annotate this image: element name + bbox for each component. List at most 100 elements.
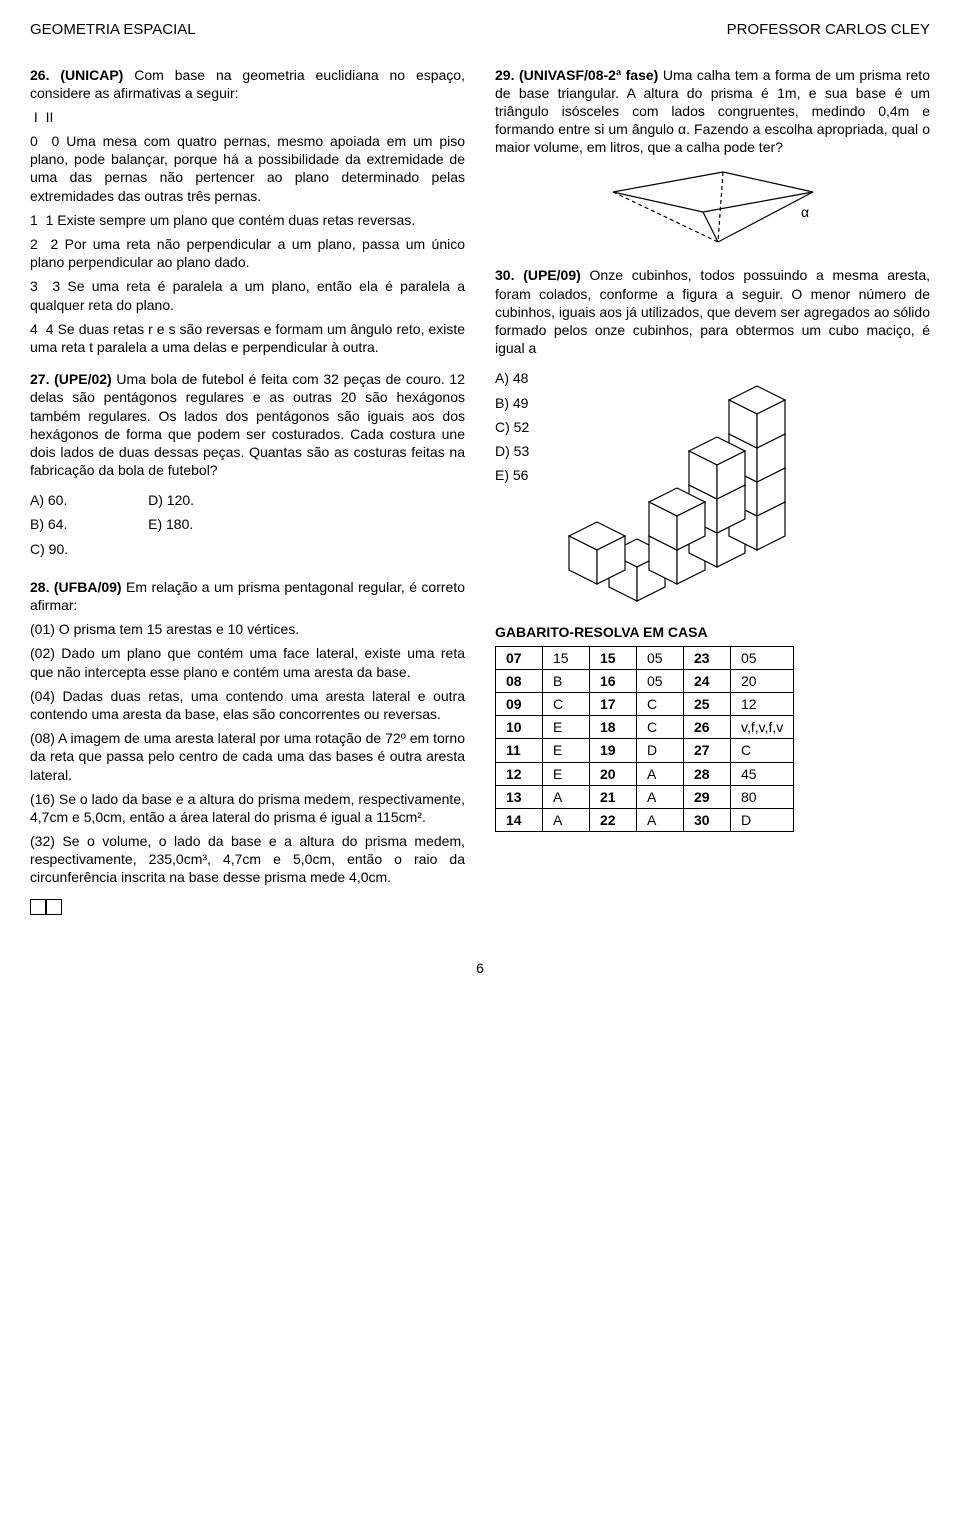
gabarito-cell: 27 [684,739,731,762]
gabarito-cell: 29 [684,785,731,808]
gabarito-cell: 12 [731,692,794,715]
gabarito-cell: 15 [590,646,637,669]
q26-4b: 4 [46,321,54,337]
gabarito-cell: 45 [731,762,794,785]
q29-title: 29. (UNIVASF/08-2ª fase) [495,67,658,83]
q26-2b: 2 [50,236,58,252]
header-left: GEOMETRIA ESPACIAL [30,20,196,40]
gabarito-cell: 22 [590,808,637,831]
cubes-diagram [549,363,829,603]
q26-2t: Por uma reta não perpendicular a um plan… [30,236,465,270]
q26-tf1: I [34,109,38,125]
q27-e: E) 180. [148,515,194,533]
q30-e: E) 56 [495,466,529,484]
prism-diagram: α [603,162,823,252]
q28-16: (16) Se o lado da base e a altura do pri… [30,790,465,826]
q26-3b: 3 [52,278,60,294]
q26-0t: Uma mesa com quatro pernas, mesmo apoiad… [30,133,465,204]
q28-04: (04) Dadas duas retas, uma contendo uma … [30,687,465,723]
gabarito-cell: v,f,v,f,v [731,716,794,739]
gabarito-cell: 10 [496,716,543,739]
gabarito-cell: 20 [590,762,637,785]
gabarito-cell: B [543,669,590,692]
gabarito-cell: 23 [684,646,731,669]
q28-32: (32) Se o volume, o lado da base e a alt… [30,832,465,887]
gabarito-cell: 08 [496,669,543,692]
q26-1a: 1 [30,212,38,228]
q27-a: A) 60. [30,491,68,509]
gabarito-title: GABARITO-RESOLVA EM CASA [495,623,930,641]
q28-02: (02) Dado um plano que contém uma face l… [30,644,465,680]
q26-3t: Se uma reta é paralela a um plano, então… [30,278,465,312]
q27-text: Uma bola de futebol é feita com 32 peças… [30,371,465,478]
gabarito-cell: 30 [684,808,731,831]
gabarito-cell: D [637,739,684,762]
q30-c: C) 52 [495,418,529,436]
gabarito-cell: 17 [590,692,637,715]
answer-box [46,899,62,915]
q26-tf2: II [46,109,54,125]
gabarito-cell: 05 [731,646,794,669]
gabarito-cell: E [543,716,590,739]
gabarito-cell: 05 [637,669,684,692]
question-26: 26. (UNICAP) Com base na geometria eucli… [30,66,465,357]
gabarito-cell: C [543,692,590,715]
gabarito-cell: 28 [684,762,731,785]
q27-b: B) 64. [30,515,68,533]
q26-3a: 3 [30,278,38,294]
q27-d: D) 120. [148,491,194,509]
gabarito-cell: E [543,739,590,762]
q30-b: B) 49 [495,394,529,412]
gabarito-cell: A [543,785,590,808]
q27-title: 27. (UPE/02) [30,371,112,387]
page-number: 6 [30,959,930,977]
gabarito-cell: 09 [496,692,543,715]
gabarito-cell: 21 [590,785,637,808]
gabarito-section: GABARITO-RESOLVA EM CASA 07151505230508B… [495,623,930,832]
q26-4t: Se duas retas r e s são reversas e forma… [30,321,465,355]
q27-c: C) 90. [30,540,68,558]
gabarito-cell: 18 [590,716,637,739]
q26-0b: 0 [52,133,60,149]
question-28: 28. (UFBA/09) Em relação a um prisma pen… [30,578,465,915]
q26-1b: 1 [46,212,54,228]
q26-1t: Existe sempre um plano que contém duas r… [57,212,415,228]
q30-title: 30. (UPE/09) [495,267,581,283]
q26-4a: 4 [30,321,38,337]
q28-title: 28. (UFBA/09) [30,579,122,595]
answer-boxes [30,897,465,915]
q30-a: A) 48 [495,369,529,387]
gabarito-cell: A [637,785,684,808]
gabarito-cell: A [637,808,684,831]
gabarito-cell: C [637,692,684,715]
header-right: PROFESSOR CARLOS CLEY [727,20,930,40]
q26-title: 26. (UNICAP) [30,67,123,83]
gabarito-cell: C [637,716,684,739]
gabarito-cell: 24 [684,669,731,692]
gabarito-cell: D [731,808,794,831]
gabarito-cell: 15 [543,646,590,669]
question-30: 30. (UPE/09) Onze cubinhos, todos possui… [495,266,930,603]
gabarito-cell: 26 [684,716,731,739]
gabarito-cell: E [543,762,590,785]
answer-box [30,899,46,915]
q28-08: (08) A imagem de uma aresta lateral por … [30,729,465,784]
gabarito-cell: 12 [496,762,543,785]
question-27: 27. (UPE/02) Uma bola de futebol é feita… [30,370,465,564]
gabarito-cell: A [637,762,684,785]
question-29: 29. (UNIVASF/08-2ª fase) Uma calha tem a… [495,66,930,253]
q26-2a: 2 [30,236,38,252]
gabarito-table: 07151505230508B1605242009C17C251210E18C2… [495,646,794,833]
alpha-label: α [801,204,809,220]
q28-01: (01) O prisma tem 15 arestas e 10 vértic… [30,620,465,638]
gabarito-cell: 05 [637,646,684,669]
gabarito-cell: 13 [496,785,543,808]
gabarito-cell: 11 [496,739,543,762]
gabarito-cell: 20 [731,669,794,692]
gabarito-cell: 25 [684,692,731,715]
q26-0a: 0 [30,133,38,149]
gabarito-cell: 07 [496,646,543,669]
gabarito-cell: C [731,739,794,762]
gabarito-cell: 80 [731,785,794,808]
q30-d: D) 53 [495,442,529,460]
